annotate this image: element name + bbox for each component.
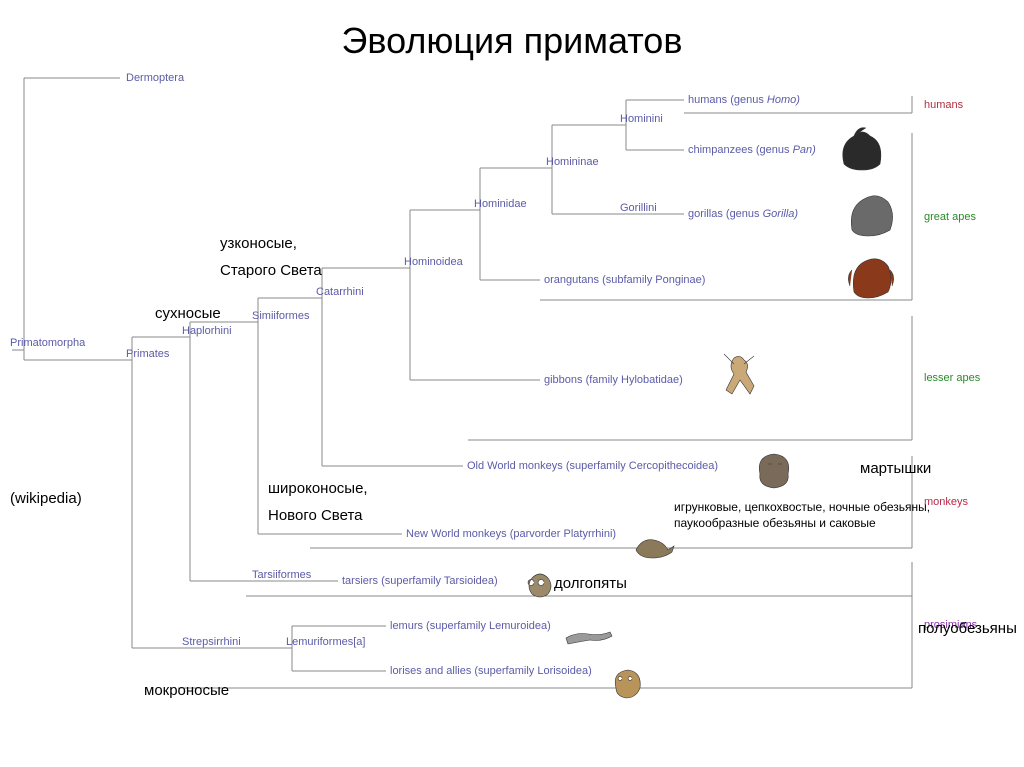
ru-shir1: широконосые, <box>268 480 368 497</box>
ru-mart: мартышки <box>860 460 931 477</box>
leaf-tarsiers: tarsiers (superfamily Tarsioidea) <box>342 575 498 587</box>
node-Hominini: Hominini <box>620 113 663 125</box>
node-Gorillini: Gorillini <box>620 202 657 214</box>
group-humans: humans <box>924 99 963 111</box>
leaf-owm: Old World monkeys (superfamily Cercopith… <box>467 460 718 472</box>
leaf-gibbons: gibbons (family Hylobatidae) <box>544 374 683 386</box>
leaf-chimpanzees: chimpanzees (genus Pan) <box>688 144 816 156</box>
leaf-orangutans: orangutans (subfamily Ponginae) <box>544 274 705 286</box>
animal-mandrill-icon <box>746 446 802 501</box>
leaf-nwm: New World monkeys (parvorder Platyrrhini… <box>406 528 616 540</box>
ru-sukh: сухносые <box>155 305 221 322</box>
animal-nwmonkey-icon <box>628 520 684 575</box>
leaf-lemurs: lemurs (superfamily Lemuroidea) <box>390 620 551 632</box>
cladogram <box>0 0 1024 767</box>
animal-orang-icon <box>844 250 900 305</box>
ru-polu: полуобезьяны <box>918 620 1017 637</box>
node-Catarrhini: Catarrhini <box>316 286 364 298</box>
ru-smalltext: игрунковые, цепкохвостые, ночные обезьян… <box>674 500 954 531</box>
leaf-gorillas: gorillas (genus Gorilla) <box>688 208 798 220</box>
animal-tarsier-icon <box>514 566 570 621</box>
node-Hominoidea: Hominoidea <box>404 256 463 268</box>
leaf-humans: humans (genus Homo) <box>688 94 800 106</box>
node-Simiiformes: Simiiformes <box>252 310 309 322</box>
group-lesser-apes: lesser apes <box>924 372 980 384</box>
node-Dermoptera: Dermoptera <box>126 72 184 84</box>
ru-shir2: Нового Света <box>268 507 363 524</box>
node-Lemuriformes: Lemuriformes[a] <box>286 636 365 648</box>
ru-mokr: мокроносые <box>144 682 229 699</box>
group-great-apes: great apes <box>924 211 976 223</box>
animal-chimp-icon <box>834 124 890 179</box>
source-note: (wikipedia) <box>10 490 82 507</box>
node-Strepsirrhini: Strepsirrhini <box>182 636 241 648</box>
node-Homininae: Homininae <box>546 156 599 168</box>
animal-gorilla-icon <box>844 188 900 243</box>
node-Primatomorpha: Primatomorpha <box>10 337 85 349</box>
node-Haplorhini: Haplorhini <box>182 325 232 337</box>
animal-gibbon-icon <box>710 350 766 405</box>
node-Primates: Primates <box>126 348 169 360</box>
ru-uzk1: узконосые, <box>220 235 297 252</box>
animal-loris-icon <box>602 658 658 713</box>
node-Tarsiiformes: Tarsiiformes <box>252 569 311 581</box>
node-Hominidae: Hominidae <box>474 198 527 210</box>
ru-uzk2: Старого Света <box>220 262 322 279</box>
